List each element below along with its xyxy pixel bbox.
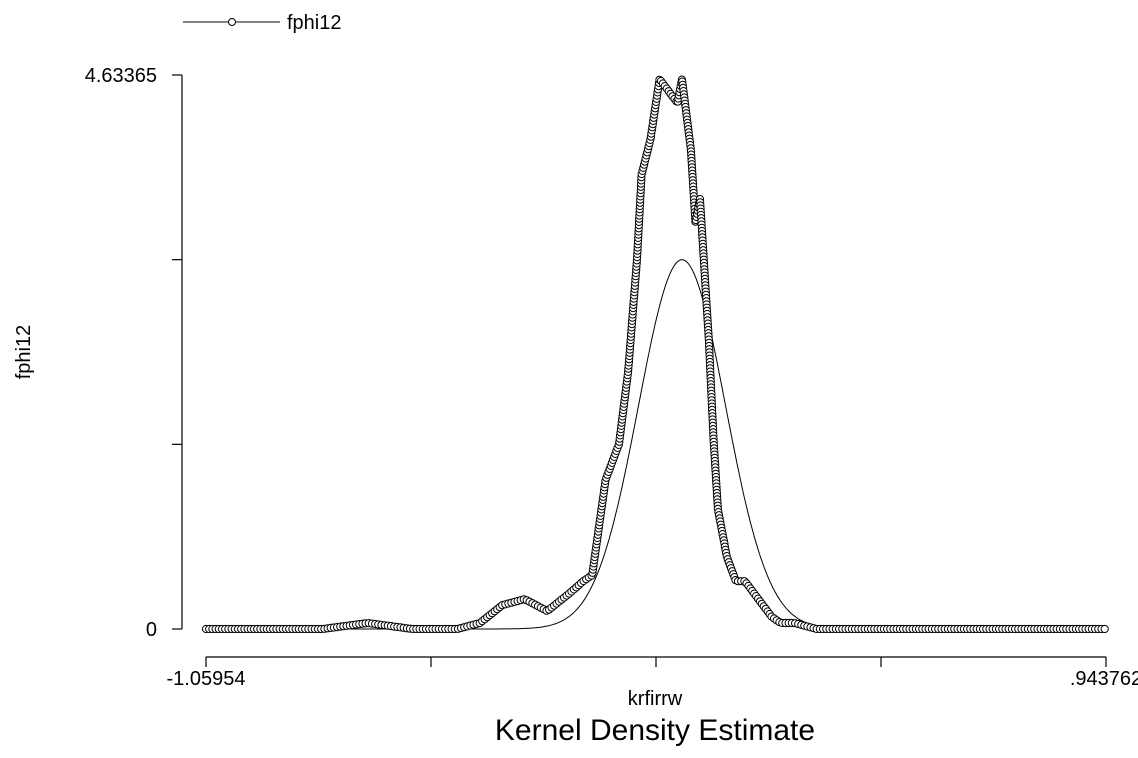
legend-label-fphi12: fphi12 — [287, 12, 342, 34]
normal-curve-line — [206, 259, 1106, 630]
y-tick-label-max: 4.63365 — [85, 65, 157, 87]
x-tick-label-max: .943762 — [1070, 668, 1138, 690]
axes: -1.05954 .943762 0 4.63365 — [85, 65, 1138, 690]
x-tick-label-min: -1.05954 — [167, 668, 246, 690]
fphi12-line — [206, 77, 1106, 630]
series-fphi12 — [201, 75, 1109, 634]
legend: fphi12 — [183, 12, 342, 34]
series-normal-curve — [206, 259, 1106, 630]
x-axis-label: krfirrw — [628, 688, 683, 710]
fphi12-point-597 — [1100, 624, 1109, 634]
legend-swatch-marker — [228, 18, 236, 26]
y-tick-label-min: 0 — [146, 619, 157, 641]
chart-title: Kernel Density Estimate — [495, 714, 815, 747]
y-axis-label: fphi12 — [13, 325, 35, 380]
